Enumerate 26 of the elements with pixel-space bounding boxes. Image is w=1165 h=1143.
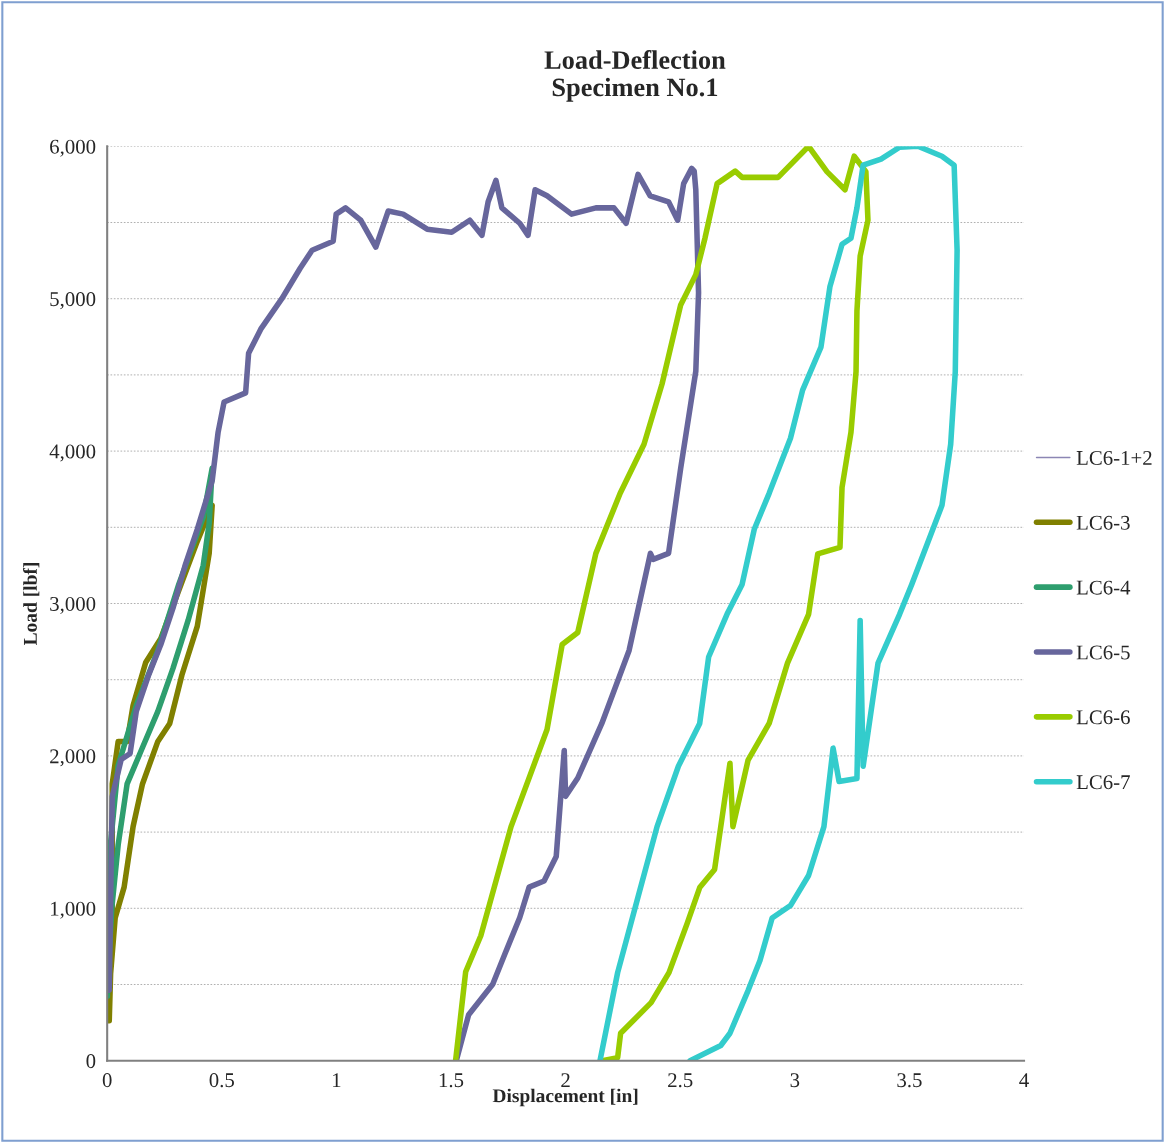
legend-label: LC6-1+2: [1076, 450, 1152, 465]
y-tick-label: 2,000: [50, 749, 96, 767]
y-tick-label: 0: [86, 1054, 96, 1069]
y-tick-label: 5,000: [50, 292, 96, 310]
legend-label: LC6-7: [1076, 775, 1130, 790]
chart-title: Load-Deflection: [544, 50, 726, 69]
legend-label: LC6-5: [1076, 645, 1130, 660]
x-tick-label: 1.5: [439, 1073, 464, 1088]
chart-subtitle: Specimen No.1: [552, 77, 718, 102]
x-tick-label: 0.5: [209, 1073, 234, 1088]
x-tick-label: 3.5: [897, 1073, 922, 1088]
y-tick-label: 4,000: [49, 444, 96, 462]
x-tick-label: 2.5: [668, 1073, 693, 1088]
x-tick-label: 0: [102, 1073, 112, 1088]
x-tick-label: 3: [790, 1073, 800, 1088]
legend-label: LC6-6: [1076, 710, 1130, 725]
x-axis-title: Displacement [in]: [492, 1088, 638, 1107]
y-tick-label: 1,000: [51, 901, 96, 919]
x-tick-label: 4: [1019, 1073, 1029, 1087]
x-tick-label: 1: [333, 1073, 341, 1087]
legend-label: LC6-4: [1076, 580, 1131, 595]
x-tick-label: 2: [561, 1073, 570, 1087]
y-tick-label: 6,000: [50, 139, 96, 157]
y-tick-label: 3,000: [50, 596, 96, 614]
legend-label: LC6-3: [1076, 515, 1130, 530]
y-axis-title: Load [lbf]: [23, 563, 40, 646]
